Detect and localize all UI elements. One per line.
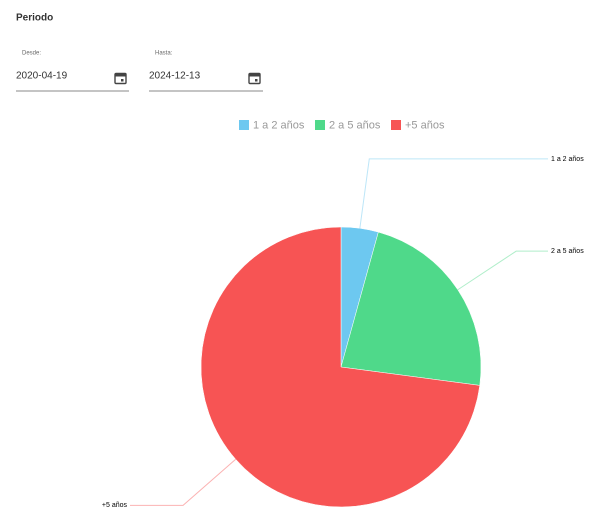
legend-swatch: [315, 120, 325, 130]
slice-label: 2 a 5 años: [551, 248, 584, 255]
icon-dot: [121, 79, 124, 82]
legend-label: 1 a 2 años: [253, 119, 305, 131]
calendar-icon[interactable]: [114, 72, 127, 85]
calendar-icon[interactable]: [248, 72, 261, 85]
slice-label: 1 a 2 años: [551, 156, 584, 163]
field-value: 2024-12-13: [149, 71, 201, 82]
leader-line: [359, 158, 548, 229]
section-title: Periodo: [16, 13, 53, 24]
pie-slice: [340, 231, 482, 386]
field-label: Desde:: [22, 51, 41, 57]
slice-label: +5 años: [102, 502, 128, 509]
legend-label: 2 a 5 años: [329, 119, 381, 131]
legend-label: +5 años: [405, 119, 445, 131]
date-field[interactable]: Desde: 2020-04-19: [16, 51, 129, 92]
field-value: 2020-04-19: [16, 71, 68, 82]
field-label: Hasta:: [155, 51, 173, 57]
leader-line: [130, 458, 237, 506]
icon-bar: [249, 73, 260, 77]
icon-bar: [115, 73, 126, 77]
legend-swatch: [391, 120, 401, 130]
icon-dot: [255, 79, 258, 82]
legend-swatch: [239, 120, 249, 130]
leader-line: [457, 250, 548, 291]
date-field[interactable]: Hasta: 2024-12-13: [149, 51, 263, 92]
